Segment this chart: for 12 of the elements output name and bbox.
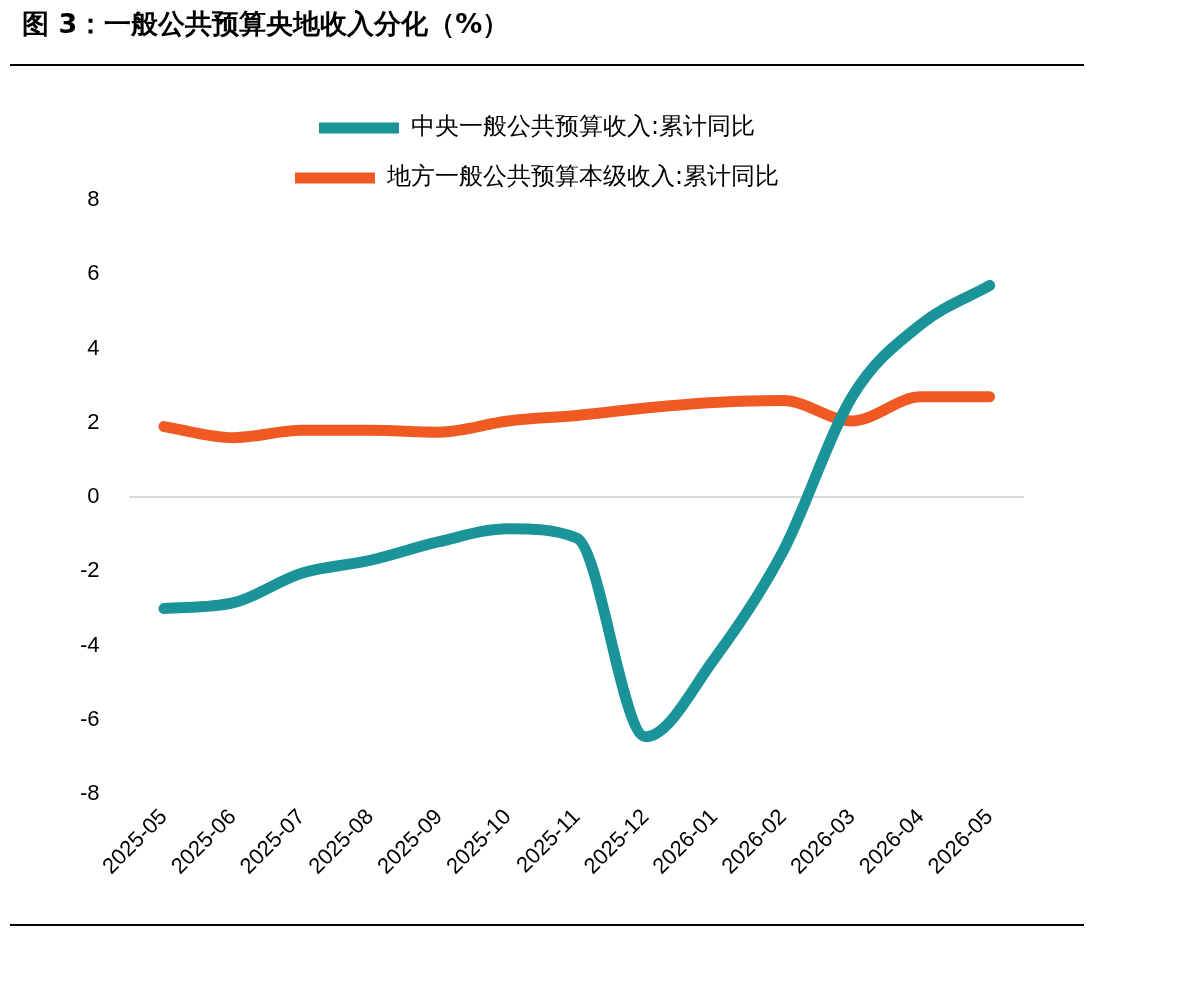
legend-label: 中央一般公共预算收入:累计同比 <box>410 112 756 141</box>
y-tick-label: 6 <box>87 260 100 286</box>
chart-title: 图 3：一般公共预算央地收入分化（%） <box>22 7 510 41</box>
y-tick-label: 0 <box>87 483 100 509</box>
y-tick-label: 2 <box>87 408 100 434</box>
legend-label: 地方一般公共预算本级收入:累计同比 <box>385 162 780 191</box>
y-tick-label: -4 <box>80 631 100 657</box>
y-tick-label: -6 <box>80 706 100 732</box>
y-tick-label: 4 <box>87 334 100 360</box>
y-tick-label: 8 <box>87 186 100 212</box>
y-tick-label: -2 <box>80 557 100 583</box>
y-tick-label: -8 <box>80 780 100 806</box>
